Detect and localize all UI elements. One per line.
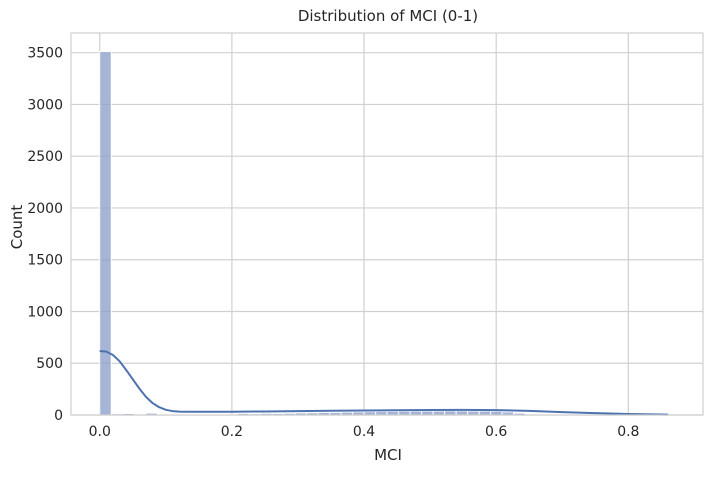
histogram-bar [456,411,467,415]
y-tick-label: 500 [36,356,63,372]
chart-title: Distribution of MCI (0-1) [298,7,478,25]
x-axis-label: MCI [374,446,402,464]
axes [71,33,703,415]
histogram-bar [100,52,111,415]
y-tick-label: 0 [54,408,63,424]
grid-lines [71,33,703,415]
x-tick-label: 0.2 [221,424,243,440]
y-tick-label: 3000 [27,97,63,113]
x-tick-label: 0.4 [353,424,375,440]
kde-layer [100,351,668,415]
histogram-bars [100,52,675,415]
x-tick-label: 0.8 [617,424,639,440]
y-axis-label: Count [8,205,26,250]
kde-line [100,351,668,415]
y-tick-label: 2500 [27,149,63,165]
x-tick-label: 0.6 [485,424,507,440]
y-tick-label: 3500 [27,46,63,62]
y-tick-label: 2000 [27,201,63,217]
histogram-bar [445,411,456,415]
x-tick-label: 0.0 [89,424,111,440]
y-tick-label: 1500 [27,253,63,269]
y-tick-label: 1000 [27,304,63,320]
plot-frame [71,33,703,415]
